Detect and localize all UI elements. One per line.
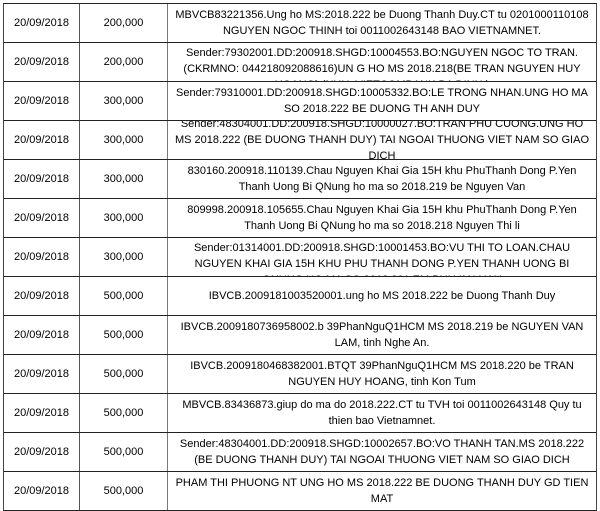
amount-cell[interactable]: 300,000 [80,121,168,159]
table-row: 20/09/2018 500,000 IBVCB.2009180468382001.… [3,355,597,394]
amount-cell-text: 500,000 [103,446,144,458]
date-cell-text: 20/09/2018 [13,329,70,341]
table-row: 20/09/2018 300,000 Sender:48304001.DD:2009… [3,121,597,160]
description-cell[interactable]: Sender:48304001.DD:200918.SHGD:10002657.… [168,433,596,471]
table-row: 20/09/2018 500,000 PHAM THI PHUONG NT UNG … [3,472,597,511]
description-cell-text: Sender:48304001.DD:200918.SHGD:10002657.… [179,438,585,466]
amount-cell[interactable]: 500,000 [80,316,168,354]
amount-cell-text: 500,000 [103,329,144,341]
date-cell-text: 20/09/2018 [13,446,70,458]
amount-cell-text: 300,000 [103,212,144,224]
description-cell[interactable]: IBVCB.2009180468382001.BTQT 39PhanNguQ1H… [168,355,596,393]
date-cell[interactable]: 20/09/2018 [4,121,80,159]
amount-cell[interactable]: 500,000 [80,472,168,510]
table-row: 20/09/2018 300,000 830160.200918.110139.Ch… [3,160,597,199]
description-cell[interactable]: Sender:79310001.DD:200918.SHGD:10005332.… [168,82,596,120]
table-row: 20/09/2018 200,000 MBVCB83221356.Ung ho MS… [3,3,597,43]
description-cell[interactable]: IBVCB.2009180736958002.b 39PhanNguQ1HCM … [168,316,596,354]
description-cell-text: IBVCB.2009180468382001.BTQT 39PhanNguQ1H… [190,360,574,388]
description-cell-text: MBVCB83221356.Ung ho MS:2018.222 be Duon… [175,9,589,37]
date-cell[interactable]: 20/09/2018 [4,316,80,354]
table-row: 20/09/2018 500,000 Sender:48304001.DD:2009… [3,433,597,472]
date-cell[interactable]: 20/09/2018 [4,43,80,81]
description-cell[interactable]: 809998.200918.105655.Chau Nguyen Khai Gi… [168,199,596,237]
amount-cell[interactable]: 200,000 [80,4,168,42]
table-row: 20/09/2018 500,000 IBVCB.2009180736958002.… [3,316,597,355]
date-cell[interactable]: 20/09/2018 [4,355,80,393]
date-cell-text: 20/09/2018 [13,485,70,497]
date-cell-text: 20/09/2018 [13,56,70,68]
description-cell[interactable]: 830160.200918.110139.Chau Nguyen Khai Gi… [168,160,596,198]
table-row: 20/09/2018 500,000 IBVCB.2009181003520001.… [3,277,597,316]
description-cell[interactable]: IBVCB.2009181003520001.ung ho MS 2018.22… [168,277,596,315]
date-cell-text: 20/09/2018 [13,407,70,419]
date-cell-text: 20/09/2018 [13,134,70,146]
date-cell[interactable]: 20/09/2018 [4,238,80,276]
description-cell-text: Sender:79310001.DD:200918.SHGD:10005332.… [176,87,588,115]
table-row: 20/09/2018 300,000 809998.200918.105655.Ch… [3,199,597,238]
description-cell-text: PHAM THI PHUONG NT UNG HO MS 2018.222 BE… [175,477,589,505]
description-cell-text: 830160.200918.110139.Chau Nguyen Khai Gi… [187,165,577,193]
date-cell[interactable]: 20/09/2018 [4,433,80,471]
amount-cell[interactable]: 300,000 [80,238,168,276]
description-cell-text: IBVCB.2009180736958002.b 39PhanNguQ1HCM … [180,321,584,349]
date-cell[interactable]: 20/09/2018 [4,394,80,432]
description-cell-text: Sender:01314001.DD:200918.SHGD:10001453.… [193,242,571,276]
amount-cell[interactable]: 300,000 [80,160,168,198]
date-cell[interactable]: 20/09/2018 [4,199,80,237]
amount-cell-text: 300,000 [103,134,144,146]
description-cell-text: IBVCB.2009181003520001.ung ho MS 2018.22… [208,290,556,302]
amount-cell-text: 300,000 [103,95,144,107]
amount-cell[interactable]: 500,000 [80,433,168,471]
amount-cell-text: 500,000 [103,485,144,497]
amount-cell-text: 300,000 [103,173,144,185]
date-cell[interactable]: 20/09/2018 [4,277,80,315]
amount-cell[interactable]: 500,000 [80,394,168,432]
table-row: 20/09/2018 300,000 Sender:79310001.DD:2009… [3,82,597,121]
amount-cell[interactable]: 500,000 [80,277,168,315]
date-cell-text: 20/09/2018 [13,17,70,29]
date-cell-text: 20/09/2018 [13,173,70,185]
description-cell[interactable]: MBVCB83221356.Ung ho MS:2018.222 be Duon… [168,4,596,42]
description-cell-text: Sender:48304001.DD:200918.SHGD:10000027.… [174,121,589,159]
table-row: 20/09/2018 200,000 Sender:79302001.DD:2009… [3,43,597,82]
date-cell-text: 20/09/2018 [13,368,70,380]
date-cell[interactable]: 20/09/2018 [4,4,80,42]
amount-cell-text: 200,000 [103,17,144,29]
amount-cell[interactable]: 300,000 [80,199,168,237]
date-cell-text: 20/09/2018 [13,212,70,224]
amount-cell[interactable]: 200,000 [80,43,168,81]
description-cell[interactable]: Sender:79302001.DD:200918.SHGD:10004553.… [168,43,596,81]
description-cell-text: Sender:79302001.DD:200918.SHGD:10004553.… [183,47,581,81]
table-row: 20/09/2018 300,000 Sender:01314001.DD:2009… [3,238,597,277]
description-cell[interactable]: Sender:01314001.DD:200918.SHGD:10001453.… [168,238,596,276]
amount-cell-text: 200,000 [103,56,144,68]
transactions-table: 20/09/2018 200,000 MBVCB83221356.Ung ho MS… [3,3,597,511]
date-cell-text: 20/09/2018 [13,290,70,302]
amount-cell-text: 500,000 [103,368,144,380]
amount-cell[interactable]: 300,000 [80,82,168,120]
description-cell-text: 809998.200918.105655.Chau Nguyen Khai Gi… [187,204,577,232]
amount-cell[interactable]: 500,000 [80,355,168,393]
date-cell-text: 20/09/2018 [13,95,70,107]
description-cell[interactable]: MBVCB.83436873.giup do ma do 2018.222.CT… [168,394,596,432]
date-cell[interactable]: 20/09/2018 [4,160,80,198]
amount-cell-text: 300,000 [103,251,144,263]
amount-cell-text: 500,000 [103,290,144,302]
description-cell[interactable]: Sender:48304001.DD:200918.SHGD:10000027.… [168,121,596,159]
amount-cell-text: 500,000 [103,407,144,419]
date-cell-text: 20/09/2018 [13,251,70,263]
description-cell[interactable]: PHAM THI PHUONG NT UNG HO MS 2018.222 BE… [168,472,596,510]
description-cell-text: MBVCB.83436873.giup do ma do 2018.222.CT… [182,399,582,427]
date-cell[interactable]: 20/09/2018 [4,82,80,120]
date-cell[interactable]: 20/09/2018 [4,472,80,510]
table-row: 20/09/2018 500,000 MBVCB.83436873.giup do … [3,394,597,433]
